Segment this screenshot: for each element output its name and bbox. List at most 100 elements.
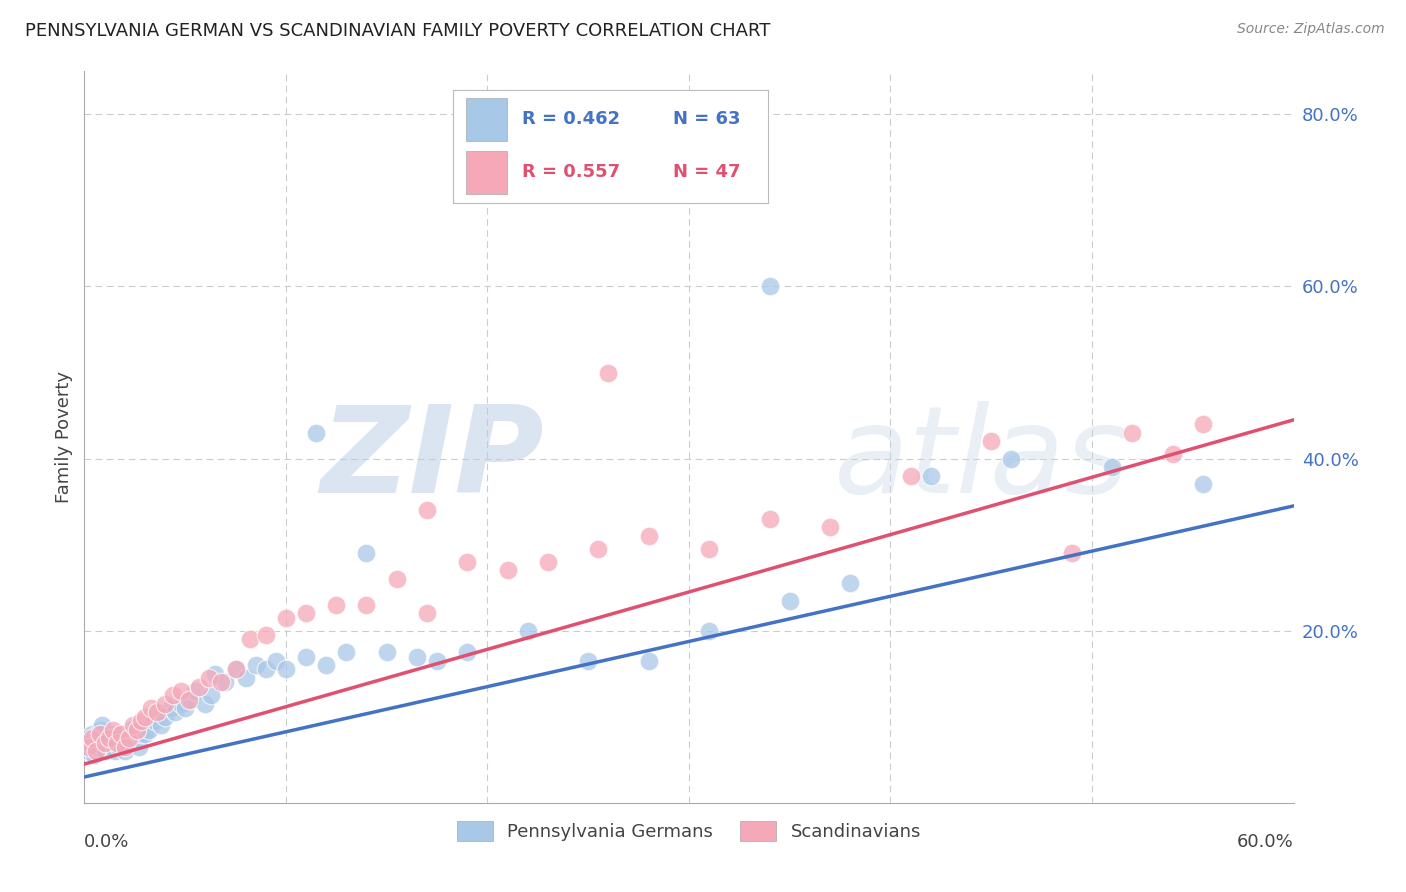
Point: [110, 727, 132, 741]
Point: [254, 662, 277, 676]
Point: [128, 739, 150, 754]
Point: [111, 731, 134, 746]
Point: [100, 727, 122, 741]
Point: [125, 723, 148, 737]
Point: [537, 555, 560, 569]
Point: [516, 624, 538, 638]
Point: [170, 684, 193, 698]
Point: [91, 718, 114, 732]
Point: [120, 723, 142, 737]
Point: [200, 688, 222, 702]
Point: [406, 649, 429, 664]
Point: [335, 645, 357, 659]
Point: [101, 723, 124, 737]
Point: [456, 555, 478, 569]
Point: [134, 727, 156, 741]
Point: [82, 727, 104, 741]
Point: [204, 666, 226, 681]
Point: [121, 718, 143, 732]
Point: [149, 718, 172, 732]
Point: [1192, 417, 1215, 432]
Point: [89, 727, 111, 741]
Point: [101, 731, 124, 746]
Point: [598, 366, 620, 380]
Point: [153, 710, 176, 724]
Point: [86, 744, 108, 758]
Text: ZIP: ZIP: [321, 401, 544, 517]
Point: [79, 735, 101, 749]
Point: [239, 632, 262, 647]
Point: [194, 697, 217, 711]
Point: [209, 675, 232, 690]
Point: [315, 658, 337, 673]
Point: [105, 735, 128, 749]
Point: [254, 628, 277, 642]
Point: [93, 744, 115, 758]
Point: [274, 662, 297, 676]
Point: [588, 541, 610, 556]
Point: [576, 654, 599, 668]
Point: [839, 576, 862, 591]
Point: [104, 744, 127, 758]
Point: [1161, 447, 1184, 461]
Point: [77, 744, 100, 758]
Point: [1192, 477, 1215, 491]
Point: [1101, 460, 1123, 475]
Point: [97, 731, 120, 746]
Point: [325, 598, 347, 612]
Point: [107, 739, 129, 754]
Point: [198, 671, 221, 685]
Point: [143, 714, 166, 728]
Point: [496, 564, 519, 578]
Point: [235, 671, 257, 685]
Point: [138, 723, 160, 737]
Point: [184, 684, 207, 698]
Point: [1000, 451, 1022, 466]
Point: [637, 654, 659, 668]
Point: [87, 731, 110, 746]
Point: [758, 279, 780, 293]
Text: PENNSYLVANIA GERMAN VS SCANDINAVIAN FAMILY POVERTY CORRELATION CHART: PENNSYLVANIA GERMAN VS SCANDINAVIAN FAMI…: [25, 22, 770, 40]
Point: [758, 512, 780, 526]
Point: [105, 735, 128, 749]
Point: [818, 520, 841, 534]
Point: [174, 701, 197, 715]
Point: [179, 692, 201, 706]
Point: [129, 714, 152, 728]
Point: [356, 598, 378, 612]
Point: [110, 727, 132, 741]
Point: [134, 710, 156, 724]
Point: [980, 434, 1002, 449]
Point: [170, 697, 193, 711]
Y-axis label: Family Poverty: Family Poverty: [55, 371, 73, 503]
Point: [245, 658, 267, 673]
Point: [139, 701, 162, 715]
Point: [697, 541, 720, 556]
Point: [779, 593, 801, 607]
Point: [225, 662, 247, 676]
Point: [93, 735, 115, 749]
Point: [97, 739, 120, 754]
Point: [385, 572, 408, 586]
Point: [697, 624, 720, 638]
Point: [89, 723, 111, 737]
Point: [115, 735, 138, 749]
Text: atlas: atlas: [834, 401, 1129, 517]
Text: 0.0%: 0.0%: [84, 833, 129, 851]
Point: [162, 688, 184, 702]
Point: [1060, 546, 1083, 560]
Point: [86, 739, 108, 754]
Point: [295, 607, 318, 621]
Point: [920, 468, 942, 483]
Point: [129, 727, 152, 741]
Point: [225, 662, 247, 676]
Point: [637, 529, 659, 543]
Point: [188, 680, 211, 694]
Point: [274, 611, 297, 625]
Point: [82, 731, 104, 746]
Point: [165, 706, 187, 720]
Point: [456, 645, 478, 659]
Point: [77, 739, 100, 754]
Point: [114, 744, 136, 758]
Point: [416, 503, 439, 517]
